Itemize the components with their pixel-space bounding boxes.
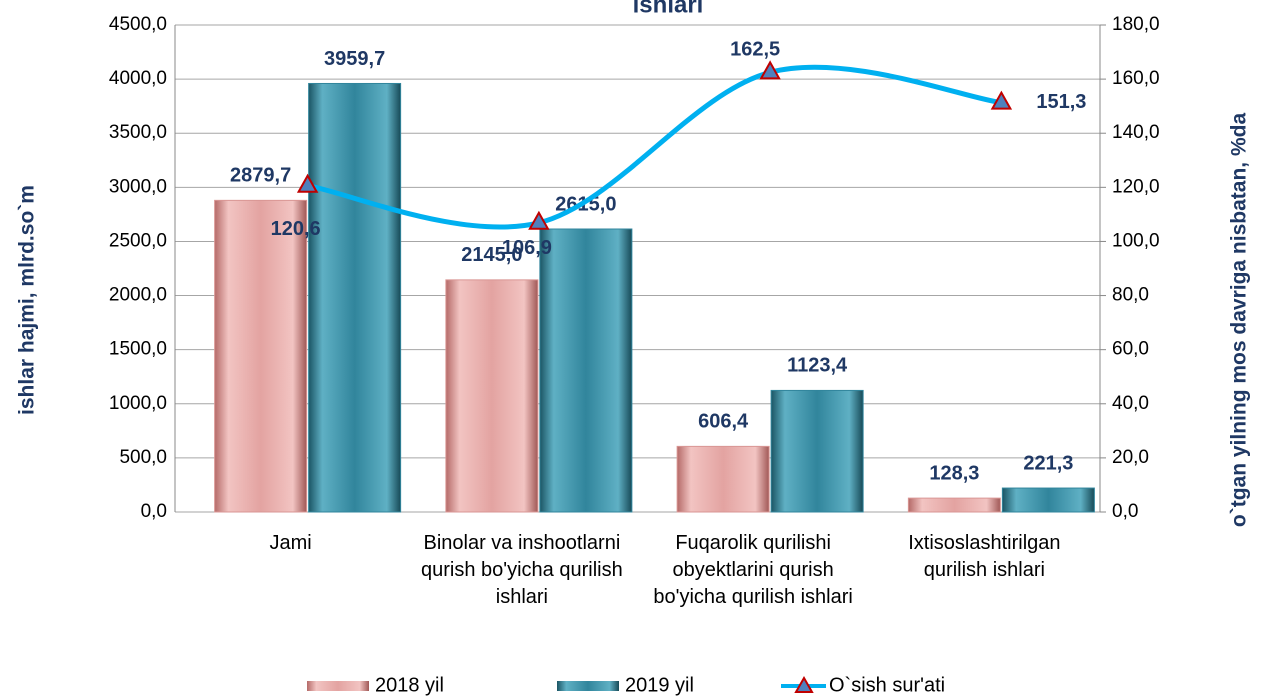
y-tick-label: 2000,0: [109, 285, 167, 306]
y-tick-label: 3500,0: [109, 122, 167, 143]
y2-tick-label: 100,0: [1112, 230, 1160, 251]
y2-tick-label: 120,0: [1112, 176, 1160, 197]
data-label: 221,3: [1023, 452, 1073, 474]
bar: [1001, 487, 1095, 513]
x-tick-label: Ixtisoslashtirilgan qurilish ishlari: [908, 532, 1061, 581]
y-tick-label: 4500,0: [109, 14, 167, 35]
x-tick-label: Jami: [269, 532, 312, 554]
y-tick-label: 0,0: [141, 501, 167, 522]
y-tick-label: 2500,0: [109, 230, 167, 251]
data-label: 3959,7: [324, 48, 385, 70]
y-tick-label: 4000,0: [109, 68, 167, 89]
bar: [539, 228, 633, 513]
bar: [770, 389, 864, 513]
bar: [214, 199, 308, 513]
legend-marker: [794, 675, 814, 693]
data-label: 120,6: [271, 218, 321, 240]
data-label: 106,9: [502, 237, 552, 259]
x-tick-label: Fuqarolik qurilishi obyektlarini qurish …: [653, 532, 853, 608]
y-tick-label: 1000,0: [109, 393, 167, 414]
bar: [445, 279, 539, 513]
legend-label: 2018 yil: [375, 674, 444, 696]
data-label: 162,5: [730, 39, 780, 61]
legend-swatch: [307, 681, 369, 691]
data-label: 128,3: [929, 462, 979, 484]
y2-tick-label: 20,0: [1112, 447, 1149, 468]
y2-tick-label: 40,0: [1112, 393, 1149, 414]
y2-axis-label: o`tgan yilning mos davriga nisbatan, %da: [1228, 113, 1251, 528]
data-label: 606,4: [698, 411, 749, 433]
y-tick-label: 1500,0: [109, 339, 167, 360]
y2-tick-label: 180,0: [1112, 14, 1160, 35]
y2-tick-label: 140,0: [1112, 122, 1160, 143]
marker: [528, 210, 550, 230]
x-tick-label: Binolar va inshootlarni qurish bo'yicha …: [421, 532, 623, 608]
y2-tick-label: 60,0: [1112, 339, 1149, 360]
marker: [759, 60, 781, 80]
marker: [990, 90, 1013, 110]
data-label: 2145,0: [461, 244, 522, 266]
data-label: 151,3: [1036, 91, 1086, 113]
legend-label: O`sish sur'ati: [829, 674, 945, 696]
data-label: 1123,4: [787, 355, 848, 377]
y-axis-label: ishlar hajmi, mlrd.so`m: [16, 185, 39, 415]
line: [307, 64, 1002, 230]
y-tick-label: 500,0: [119, 447, 167, 468]
legend-label: 2019 yil: [625, 674, 694, 696]
chart-title: ishlari: [633, 0, 704, 18]
y2-tick-label: 80,0: [1112, 285, 1149, 306]
marker: [296, 173, 319, 193]
y2-tick-label: 0,0: [1112, 501, 1138, 522]
y-tick-label: 3000,0: [109, 176, 167, 197]
legend-swatch: [557, 681, 619, 691]
bar: [308, 82, 402, 513]
data-label: 2879,7: [230, 165, 291, 187]
y2-tick-label: 160,0: [1112, 68, 1160, 89]
bar: [907, 497, 1001, 513]
bar: [676, 445, 770, 513]
